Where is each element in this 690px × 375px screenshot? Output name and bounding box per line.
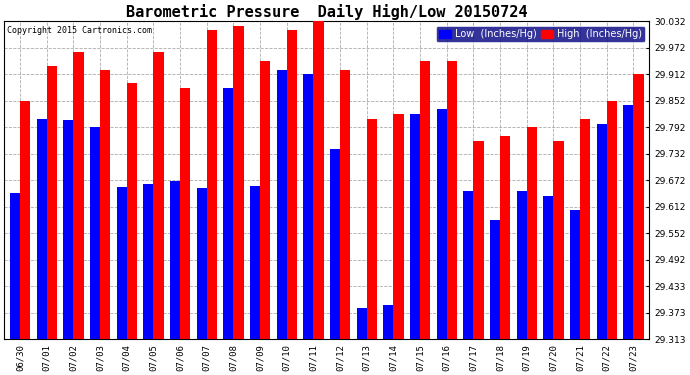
Bar: [330, 149, 340, 339]
Title: Barometric Pressure  Daily High/Low 20150724: Barometric Pressure Daily High/Low 20150…: [126, 4, 528, 20]
Text: Copyright 2015 Cartronics.com: Copyright 2015 Cartronics.com: [8, 26, 152, 35]
Bar: [153, 52, 164, 339]
Bar: [180, 88, 190, 339]
Bar: [517, 190, 526, 339]
Bar: [20, 101, 30, 339]
Bar: [10, 193, 20, 339]
Bar: [437, 109, 447, 339]
Bar: [447, 61, 457, 339]
Bar: [410, 114, 420, 339]
Bar: [90, 128, 100, 339]
Bar: [197, 188, 207, 339]
Bar: [117, 187, 127, 339]
Bar: [543, 196, 553, 339]
Bar: [623, 105, 633, 339]
Bar: [553, 141, 564, 339]
Bar: [633, 74, 644, 339]
Bar: [490, 220, 500, 339]
Bar: [313, 17, 324, 339]
Bar: [287, 30, 297, 339]
Bar: [570, 210, 580, 339]
Bar: [127, 83, 137, 339]
Bar: [250, 186, 260, 339]
Bar: [357, 308, 367, 339]
Bar: [367, 118, 377, 339]
Bar: [144, 184, 153, 339]
Legend: Low  (Inches/Hg), High  (Inches/Hg): Low (Inches/Hg), High (Inches/Hg): [436, 26, 644, 42]
Bar: [304, 74, 313, 339]
Bar: [500, 136, 511, 339]
Bar: [207, 30, 217, 339]
Bar: [464, 191, 473, 339]
Bar: [340, 70, 351, 339]
Bar: [74, 52, 83, 339]
Bar: [473, 141, 484, 339]
Bar: [384, 305, 393, 339]
Bar: [526, 128, 537, 339]
Bar: [233, 26, 244, 339]
Bar: [63, 120, 74, 339]
Bar: [224, 88, 233, 339]
Bar: [100, 70, 110, 339]
Bar: [420, 61, 431, 339]
Bar: [47, 66, 57, 339]
Bar: [607, 101, 617, 339]
Bar: [597, 124, 607, 339]
Bar: [260, 61, 270, 339]
Bar: [170, 181, 180, 339]
Bar: [277, 70, 287, 339]
Bar: [393, 114, 404, 339]
Bar: [37, 118, 47, 339]
Bar: [580, 118, 590, 339]
